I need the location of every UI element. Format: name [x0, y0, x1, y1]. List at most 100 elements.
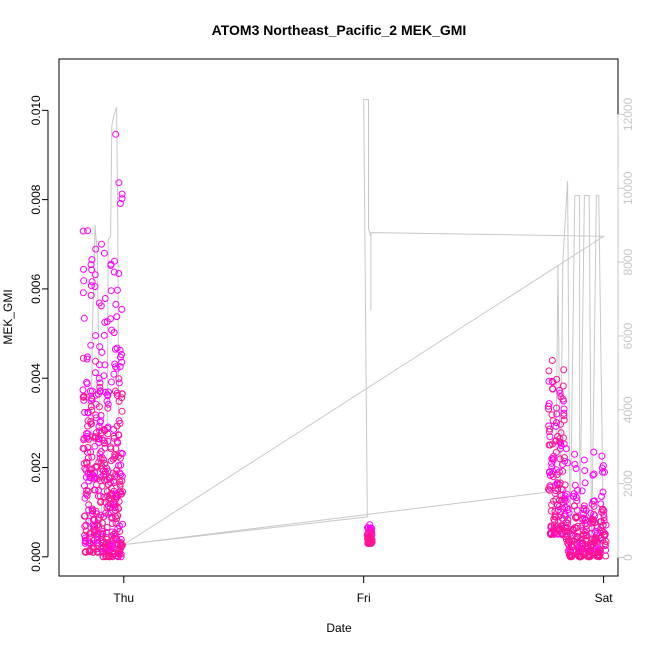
data-point [115, 498, 123, 505]
data-point [85, 501, 93, 509]
data-point [577, 553, 585, 561]
data-point [81, 522, 89, 530]
data-point [546, 433, 554, 441]
data-point [113, 438, 121, 446]
altitude-series [86, 99, 606, 554]
data-point [98, 465, 106, 473]
data-point [574, 522, 582, 530]
data-point [82, 458, 90, 466]
data-point [118, 407, 126, 415]
data-point [81, 512, 89, 520]
data-point [96, 383, 104, 391]
data-point [599, 521, 607, 529]
data-point [549, 456, 557, 464]
data-point [98, 527, 106, 535]
data-point [80, 314, 88, 322]
data-point [106, 540, 114, 548]
data-point [367, 539, 375, 547]
left-tick-label: 0.002 [29, 452, 43, 482]
data-point [598, 506, 606, 514]
data-point [113, 466, 121, 474]
data-point [554, 522, 562, 530]
data-point [82, 548, 90, 556]
data-point [88, 453, 96, 461]
data-point [590, 510, 598, 518]
data-point [560, 412, 568, 420]
data-point [551, 507, 559, 515]
data-point [91, 283, 99, 290]
data-point [581, 514, 589, 522]
data-point [79, 289, 87, 297]
data-point [590, 470, 598, 478]
data-point [581, 479, 589, 487]
data-point [548, 377, 556, 385]
left-tick-label: 0.006 [29, 274, 43, 304]
data-point [601, 468, 608, 476]
data-point [114, 512, 122, 520]
data-point [79, 386, 87, 394]
data-point [571, 502, 579, 510]
data-point [102, 540, 110, 548]
data-point [580, 502, 588, 510]
data-point [88, 387, 96, 395]
data-point [92, 245, 100, 253]
chart-title: ATOM3 Northeast_Pacific_2 MEK_GMI [212, 22, 467, 38]
data-point [598, 493, 605, 500]
data-point [555, 513, 563, 521]
data-point [116, 528, 124, 535]
data-point [95, 403, 103, 411]
data-point [597, 518, 605, 525]
data-point [112, 470, 120, 478]
data-point [91, 369, 99, 377]
data-point [556, 389, 564, 397]
data-point [79, 444, 87, 452]
data-point [564, 506, 572, 513]
data-point [110, 329, 118, 337]
data-point [113, 389, 121, 397]
data-point [602, 538, 610, 545]
data-point [118, 477, 126, 485]
data-point [559, 467, 567, 475]
data-point [549, 385, 557, 393]
data-point [550, 521, 558, 529]
data-point [85, 506, 93, 514]
data-point [116, 200, 124, 207]
data-point [545, 377, 553, 385]
data-point [561, 492, 569, 500]
data-point [88, 505, 96, 513]
x-tick-label: Thu [113, 591, 134, 605]
data-point [90, 475, 98, 483]
data-point [590, 502, 598, 510]
data-point [115, 270, 123, 277]
data-point [112, 445, 120, 453]
data-point [117, 553, 125, 561]
data-point [546, 482, 554, 490]
data-point [559, 382, 567, 390]
data-point [103, 524, 111, 531]
data-point [87, 282, 95, 290]
data-point [119, 520, 127, 528]
data-point [111, 345, 119, 353]
y-axis-label: MEK_GMI [1, 289, 15, 344]
data-point [91, 442, 99, 450]
data-point [562, 497, 570, 505]
right-tick-label: 6000 [621, 322, 635, 349]
data-point [115, 505, 123, 513]
data-point [574, 486, 582, 494]
data-point [557, 393, 565, 401]
data-point [105, 388, 112, 396]
x-tick-label: Sat [595, 591, 614, 605]
data-point [87, 466, 95, 474]
data-point [601, 531, 609, 539]
data-point [83, 393, 91, 401]
data-point [98, 519, 106, 527]
data-point [549, 473, 557, 481]
data-point [86, 387, 94, 395]
data-point [81, 408, 89, 416]
data-point [113, 286, 121, 294]
scatter-points [79, 130, 610, 561]
data-point [544, 485, 552, 493]
data-point [557, 420, 564, 428]
data-point [553, 471, 561, 479]
x-tick-label: Fri [357, 591, 371, 605]
